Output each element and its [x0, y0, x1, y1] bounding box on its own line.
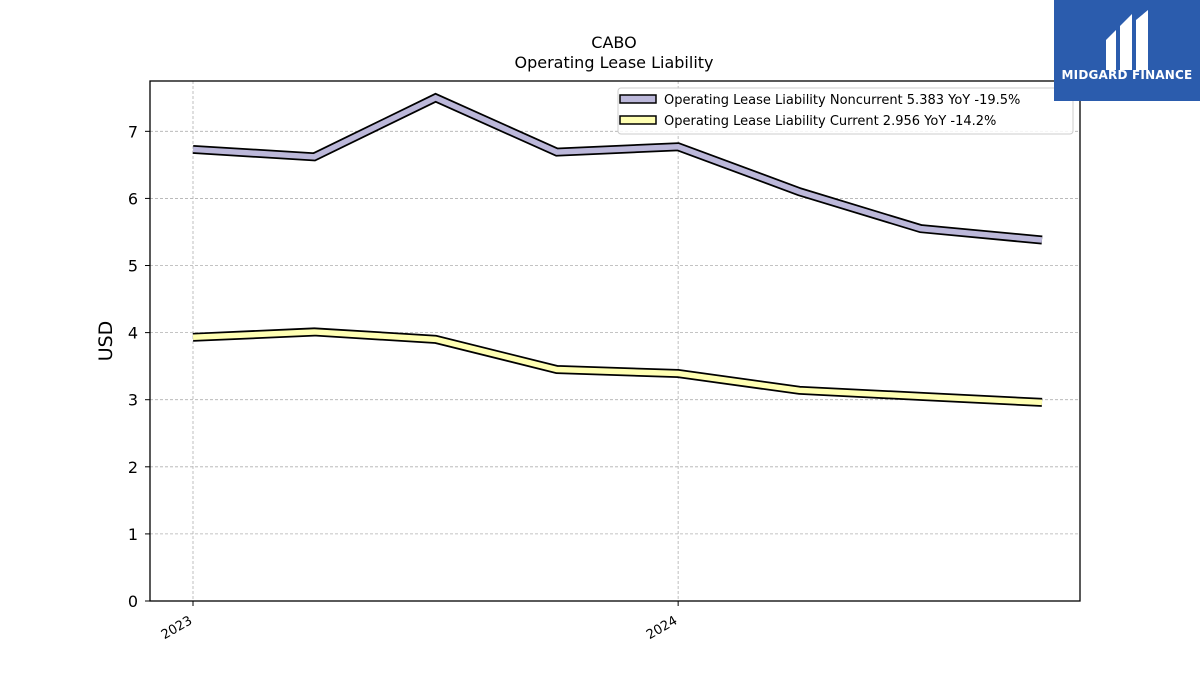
y-axis-label: USD [95, 321, 117, 362]
brand-logo: MIDGARD FINANCE [1054, 0, 1200, 101]
brand-name: MIDGARD FINANCE [1061, 68, 1193, 82]
series-2-line [192, 329, 1043, 406]
y-tick-label: 7 [128, 122, 138, 141]
chart-subtitle: Operating Lease Liability [514, 53, 713, 72]
plot-frame [149, 80, 1081, 602]
series-layer [192, 92, 1043, 407]
chart-title: CABO [591, 33, 636, 52]
y-tick-label: 2 [128, 458, 138, 477]
legend: Operating Lease Liability Noncurrent 5.3… [617, 87, 1074, 135]
legend-swatch [619, 94, 657, 104]
legend-label: Operating Lease Liability Noncurrent 5.3… [664, 93, 1020, 108]
x-axis: 2023 2024 [159, 601, 680, 643]
y-tick-label: 4 [128, 324, 138, 343]
legend-label: Operating Lease Liability Current 2.956 … [664, 114, 996, 129]
legend-swatch [619, 115, 657, 125]
y-tick-label: 3 [128, 391, 138, 410]
y-tick-label: 1 [128, 525, 138, 544]
series-1-line [192, 94, 1043, 243]
midgard-logo-icon [1106, 10, 1148, 70]
y-axis: 0 1 2 3 4 5 6 7 [128, 122, 150, 611]
y-tick-label: 5 [128, 257, 138, 276]
series-2-outline [192, 327, 1043, 407]
legend-box [617, 87, 1074, 135]
y-tick-label: 6 [128, 189, 138, 208]
x-tick-label: 2024 [644, 613, 680, 643]
x-tick-label: 2023 [159, 613, 195, 643]
y-tick-label: 0 [128, 592, 138, 611]
